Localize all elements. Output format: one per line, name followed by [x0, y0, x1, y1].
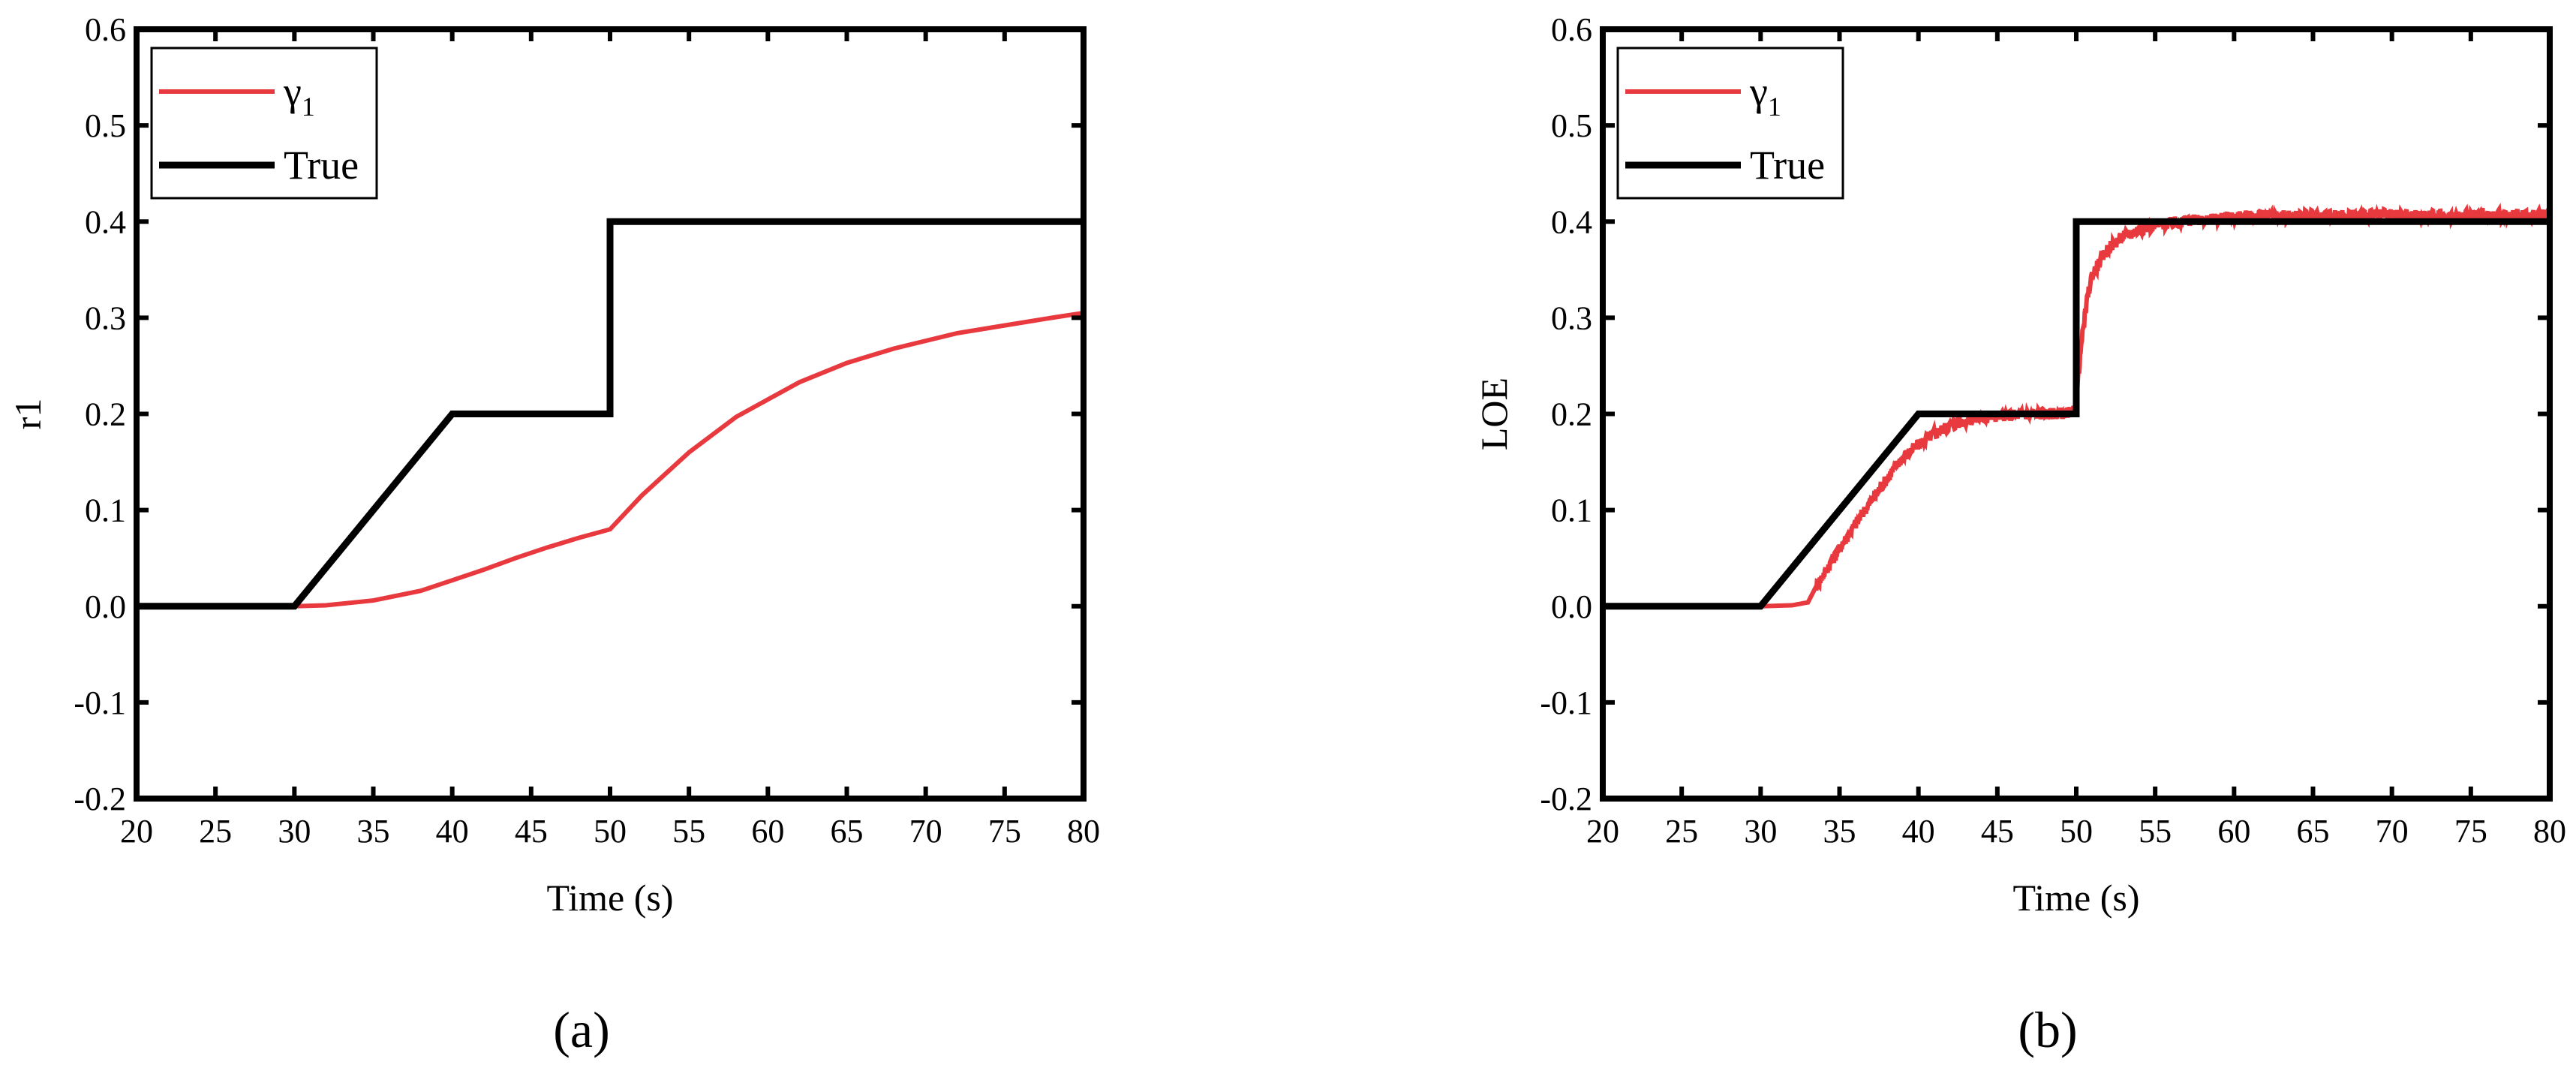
legend-box [150, 47, 378, 200]
y-tick-label: 0.0 [1551, 588, 1592, 625]
legend: γ1 True [150, 47, 378, 200]
y-tick-label: 0.4 [1551, 203, 1592, 240]
legend-label: True [284, 143, 359, 188]
y-tick-label: 0.3 [85, 299, 126, 336]
legend-label-main: True [1750, 143, 1825, 188]
y-tick-label: -0.2 [74, 781, 126, 817]
x-tick-label: 40 [1902, 813, 1935, 850]
x-axis-label: Time (s) [546, 877, 673, 919]
x-tick-label: 50 [594, 813, 627, 850]
legend-label-subscript: 1 [302, 92, 315, 122]
x-tick-label: 65 [2297, 813, 2330, 850]
x-tick-label: 45 [515, 813, 548, 850]
x-tick-label: 75 [2454, 813, 2487, 850]
y-tick-label: 0.6 [1551, 11, 1592, 48]
x-tick-label: 80 [1067, 813, 1100, 850]
y-tick-label: 0.5 [1551, 107, 1592, 144]
y-tick-label: -0.1 [1540, 684, 1592, 721]
legend-label-main: γ [1749, 69, 1768, 114]
x-tick-label: 60 [751, 813, 784, 850]
y-tick-label: 0.3 [1551, 299, 1592, 336]
y-axis-label: LOE [1473, 378, 1515, 450]
y-tick-label: 0.6 [85, 11, 126, 48]
x-tick-label: 55 [672, 813, 705, 850]
y-tick-label: -0.2 [1540, 781, 1592, 817]
legend-label: γ1 [1749, 69, 1781, 122]
legend: γ1 True [1616, 47, 1844, 200]
x-tick-label: 80 [2533, 813, 2566, 850]
chart-panel-1: 20 25 30 35 40 45 50 55 60 65 70 75 80 -0.2 -0.1 0.0 0.1… [7, 11, 1100, 1058]
x-tick-label: 75 [988, 813, 1021, 850]
x-tick-label: 25 [1665, 813, 1698, 850]
series-line-true [1603, 218, 2550, 610]
y-tick-label: 0.5 [85, 107, 126, 144]
legend-label: γ1 [283, 69, 315, 122]
y-tick-label: 0.2 [85, 396, 126, 433]
x-tick-label: 55 [2139, 813, 2172, 850]
x-tick-label: 50 [2060, 813, 2093, 850]
panel-label: (a) [553, 1001, 609, 1058]
y-tick-label: 0.2 [1551, 396, 1592, 433]
series-line-true [137, 218, 1084, 610]
x-tick-label: 30 [278, 813, 311, 850]
x-tick-label: 70 [909, 813, 942, 850]
x-tick-label: 35 [1823, 813, 1856, 850]
x-tick-label: 40 [436, 813, 469, 850]
x-tick-label: 45 [1981, 813, 2014, 850]
legend-label-main: True [284, 143, 359, 188]
x-tick-label: 35 [357, 813, 390, 850]
legend-label-main: γ [283, 69, 302, 114]
chart-panel-2: 20 25 30 35 40 45 50 55 60 65 70 75 80 -0.2 -0.1 0.0 0.1… [1473, 11, 2566, 1058]
legend-box [1616, 47, 1844, 200]
x-tick-label: 60 [2217, 813, 2250, 850]
x-axis-label: Time (s) [2012, 877, 2139, 919]
legend-label-subscript: 1 [1768, 92, 1781, 122]
x-tick-label: 20 [120, 813, 153, 850]
x-tick-label: 25 [199, 813, 232, 850]
y-tick-label: -0.1 [74, 684, 126, 721]
series-line-gamma1 [294, 311, 1084, 609]
y-axis-label: r1 [7, 399, 49, 430]
x-tick-label: 30 [1744, 813, 1777, 850]
legend-label: True [1750, 143, 1825, 188]
x-tick-label: 65 [831, 813, 864, 850]
panel-label: (b) [2018, 1001, 2077, 1058]
y-tick-label: 0.1 [85, 492, 126, 529]
x-tick-label: 70 [2376, 813, 2409, 850]
y-tick-label: 0.0 [85, 588, 126, 625]
x-tick-label: 20 [1586, 813, 1619, 850]
y-tick-label: 0.1 [1551, 492, 1592, 529]
y-tick-label: 0.4 [85, 203, 126, 240]
